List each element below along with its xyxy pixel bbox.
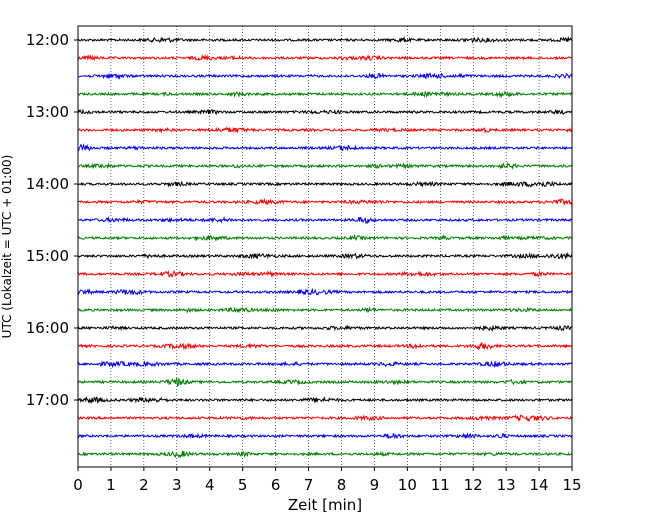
trace-line [77, 432, 573, 440]
trace-line [77, 108, 573, 116]
trace-line [77, 126, 573, 134]
x-tick-label: 14 [530, 476, 549, 494]
x-tick-label: 8 [337, 476, 347, 494]
trace-line [77, 35, 573, 44]
trace-line [77, 287, 573, 296]
seismic-traces [77, 35, 573, 459]
x-tick-label: 13 [497, 476, 516, 494]
x-tick-label: 1 [106, 476, 116, 494]
x-tick-label: 6 [271, 476, 281, 494]
trace-line [77, 216, 573, 225]
trace-line [77, 197, 573, 206]
y-axis-label: UTC (Lokalzeit = UTC + 01:00) [0, 155, 14, 339]
y-tick-label: 16:00 [26, 319, 69, 337]
x-tick-label: 12 [464, 476, 483, 494]
y-tick-label: 17:00 [26, 391, 69, 409]
y-tick-label: 13:00 [26, 103, 69, 121]
trace-line [77, 72, 573, 80]
trace-line [77, 161, 573, 170]
trace-line [77, 342, 573, 351]
trace-line [77, 360, 573, 369]
x-tick-label: 10 [398, 476, 417, 494]
y-tick-label: 12:00 [26, 31, 69, 49]
x-tick-label: 3 [172, 476, 182, 494]
plot-frame [77, 25, 573, 468]
x-axis-label: Zeit [min] [288, 496, 362, 514]
x-tick-label: 11 [431, 476, 450, 494]
x-tick-label: 15 [562, 476, 581, 494]
trace-line [77, 143, 573, 152]
y-axis-ticks: 12:00 13:00 14:00 15:00 16:00 17:00 [26, 31, 78, 409]
x-tick-label: 4 [205, 476, 215, 494]
x-tick-label: 2 [139, 476, 149, 494]
trace-line [77, 377, 573, 387]
trace-line [77, 450, 573, 459]
trace-line [77, 90, 573, 99]
x-tick-label: 0 [73, 476, 83, 494]
x-axis-ticks: 0 1 2 3 4 5 6 7 8 9 10 11 12 13 14 15 [73, 467, 582, 494]
grid-lines [110, 26, 540, 467]
trace-line [77, 306, 573, 314]
trace-line [77, 234, 573, 242]
trace-line [77, 414, 573, 423]
x-tick-label: 7 [304, 476, 314, 494]
y-tick-label: 15:00 [26, 247, 69, 265]
x-tick-label: 5 [238, 476, 248, 494]
y-tick-label: 14:00 [26, 175, 69, 193]
trace-line [77, 324, 573, 332]
trace-line [77, 396, 573, 405]
trace-line [77, 251, 573, 260]
x-tick-label: 9 [370, 476, 380, 494]
trace-line [77, 269, 573, 278]
trace-line [77, 53, 573, 62]
trace-line [77, 180, 573, 188]
